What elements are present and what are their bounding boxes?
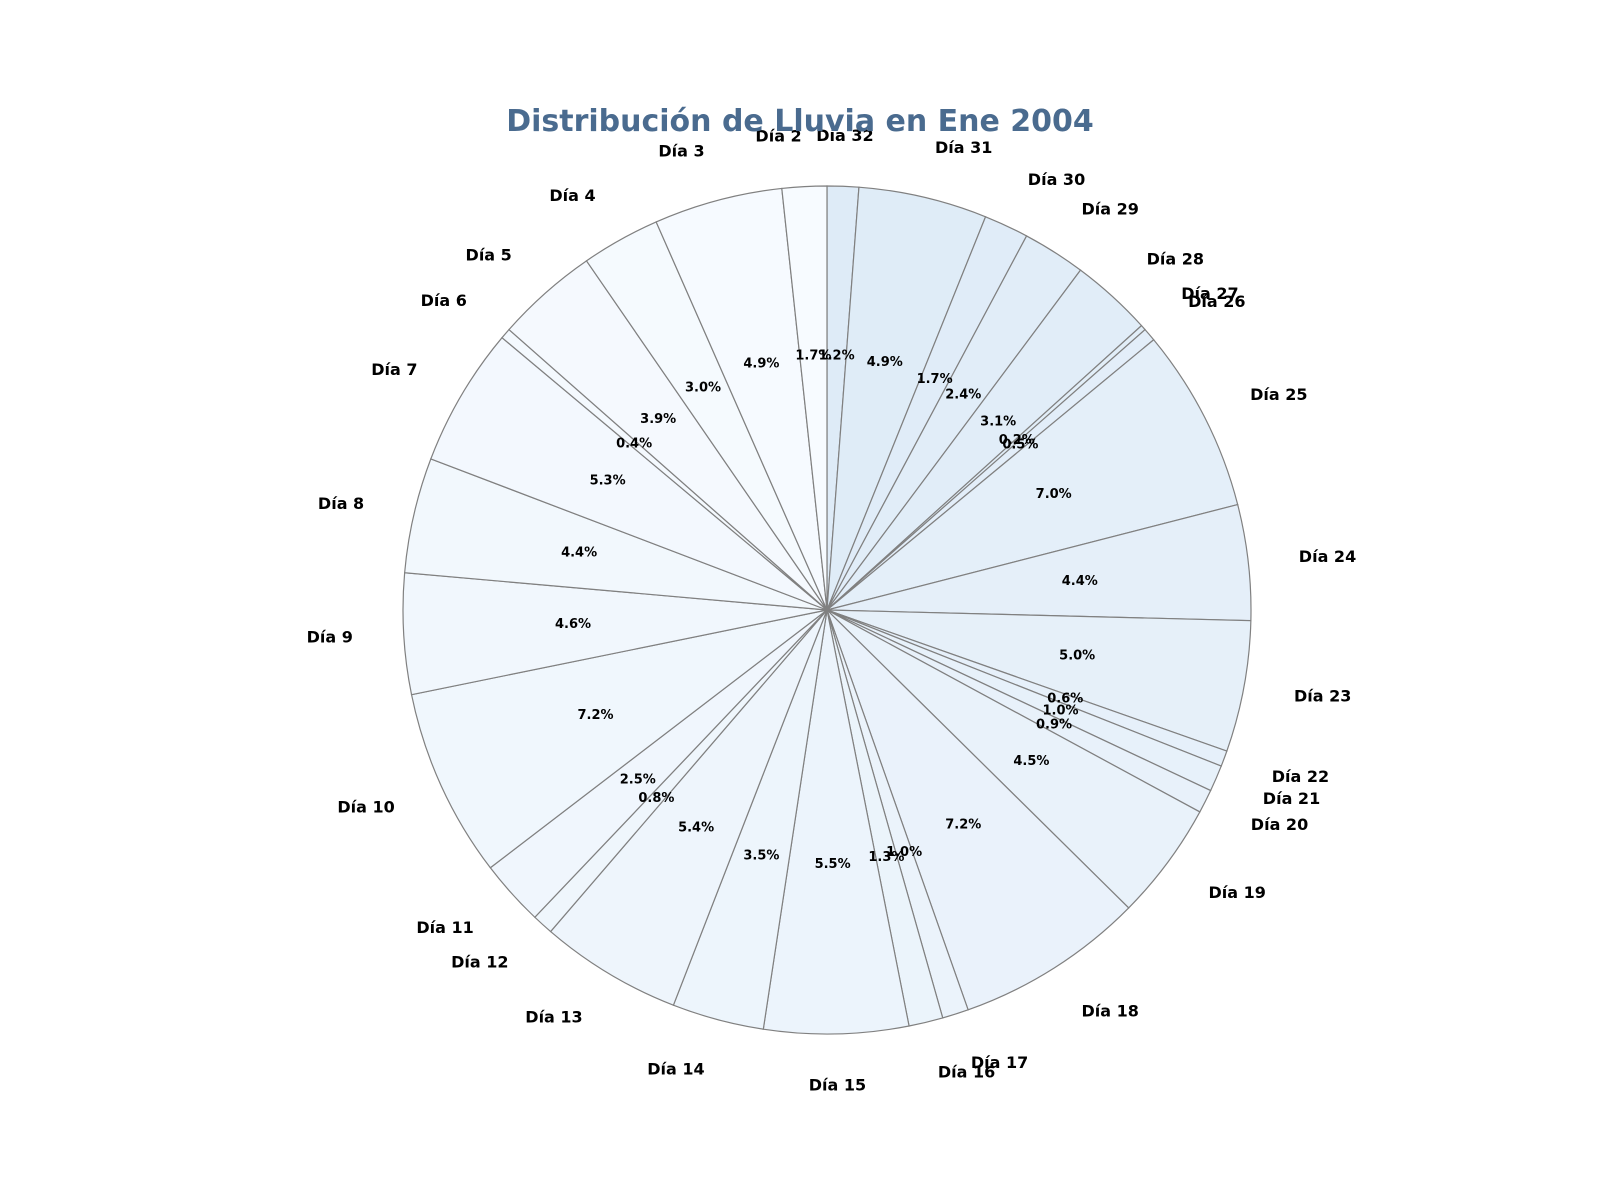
slice-label-d-a-18: Día 18 [1082, 1002, 1139, 1021]
percent-label-d-a-15: 5.5% [815, 857, 851, 872]
slice-label-d-a-17: Día 17 [971, 1053, 1028, 1072]
slice-label-d-a-5: Día 5 [466, 245, 512, 264]
pie-slice-d-a-13 [549, 609, 828, 1006]
slice-label-d-a-15: Día 15 [809, 1075, 866, 1094]
slice-label-d-a-26: Día 26 [1188, 292, 1245, 311]
percent-label-d-a-22: 0.6% [1047, 692, 1083, 707]
slice-label-d-a-11: Día 11 [416, 918, 473, 937]
slice-label-d-a-19: Día 19 [1209, 883, 1266, 902]
percent-label-d-a-14: 3.5% [743, 848, 779, 863]
slice-label-d-a-27: Día 27 [1181, 284, 1238, 303]
percent-label-d-a-23: 5.0% [1059, 649, 1095, 664]
percent-label-d-a-26: 0.5% [1002, 437, 1038, 452]
percent-label-d-a-6: 0.4% [616, 437, 652, 452]
percent-label-d-a-5: 3.9% [640, 412, 676, 427]
percent-label-d-a-12: 0.8% [638, 791, 674, 806]
slice-label-d-a-31: Día 31 [935, 138, 992, 157]
percent-label-d-a-19: 4.5% [1013, 754, 1049, 769]
percent-label-d-a-24: 4.4% [1062, 574, 1098, 589]
pie-slice-d-a-2 [781, 185, 828, 611]
pie-slice-d-a-10 [410, 609, 828, 869]
percent-label-d-a-25: 7.0% [1036, 487, 1072, 502]
percent-label-d-a-20: 0.9% [1036, 717, 1072, 732]
pie-slice-d-a-15 [762, 609, 910, 1035]
percent-label-d-a-29: 2.4% [945, 388, 981, 403]
slice-label-d-a-10: Día 10 [337, 797, 394, 816]
percent-label-d-a-9: 4.6% [555, 617, 591, 632]
pie-slice-d-a-18 [826, 609, 1130, 1011]
percent-label-d-a-8: 4.4% [561, 545, 597, 560]
percent-label-d-a-4: 3.0% [685, 380, 721, 395]
slice-label-d-a-4: Día 4 [549, 186, 595, 205]
slice-label-d-a-2: Día 2 [755, 126, 801, 145]
slice-label-d-a-3: Día 3 [658, 142, 704, 161]
slice-label-d-a-9: Día 9 [307, 627, 353, 646]
percent-label-d-a-31: 4.9% [867, 355, 903, 370]
chart-title: Distribución de Lluvia en Ene 2004 [506, 104, 1094, 139]
pie-slices [402, 185, 1252, 1035]
slice-label-d-a-21: Día 21 [1263, 789, 1320, 808]
pie-slice-d-a-25 [826, 338, 1239, 611]
percent-label-d-a-16: 1.3% [868, 850, 904, 865]
percent-label-d-a-21: 1.0% [1042, 704, 1078, 719]
percent-label-d-a-11: 2.5% [620, 773, 656, 788]
slice-label-d-a-13: Día 13 [525, 1008, 582, 1027]
slice-label-d-a-20: Día 20 [1251, 815, 1308, 834]
slice-label-d-a-32: Día 32 [816, 126, 873, 145]
slice-label-d-a-24: Día 24 [1299, 547, 1356, 566]
percent-label-d-a-27: 0.2% [999, 433, 1035, 448]
percent-label-d-a-30: 1.7% [917, 372, 953, 387]
percent-label-d-a-13: 5.4% [678, 821, 714, 836]
slice-label-d-a-23: Día 23 [1294, 687, 1351, 706]
slice-label-d-a-6: Día 6 [421, 291, 467, 310]
pie-slice-d-a-7 [430, 336, 828, 611]
slice-label-d-a-22: Día 22 [1272, 767, 1329, 786]
slice-label-d-a-25: Día 25 [1250, 385, 1307, 404]
slice-label-d-a-14: Día 14 [647, 1059, 704, 1078]
percent-labels: 1.2% 4.9%1.7%2.4%3.1%0.2%0.5%7.0%4.4%5.0%… [555, 348, 1098, 872]
percent-label-d-a-3: 4.9% [743, 357, 779, 372]
percent-label-d-a-17: 1.0% [886, 845, 922, 860]
slice-label-d-a-12: Día 12 [451, 953, 508, 972]
slice-label-d-a-7: Día 7 [371, 360, 417, 379]
slice-label-d-a-16: Día 16 [938, 1062, 995, 1081]
percent-label-d-a-28: 3.1% [980, 414, 1016, 429]
slice-label-d-a-28: Día 28 [1147, 249, 1204, 268]
percent-label-d-a-2: 1.7% [795, 349, 831, 364]
slice-label-d-a-29: Día 29 [1082, 200, 1139, 219]
percent-label-d-a-32: 1.2% [819, 348, 855, 363]
slice-label-d-a-8: Día 8 [318, 494, 364, 513]
percent-label-d-a-10: 7.2% [577, 708, 613, 723]
percent-label-d-a-18: 7.2% [945, 817, 981, 832]
percent-label-d-a-7: 5.3% [590, 474, 626, 489]
slice-label-d-a-30: Día 30 [1028, 170, 1085, 189]
